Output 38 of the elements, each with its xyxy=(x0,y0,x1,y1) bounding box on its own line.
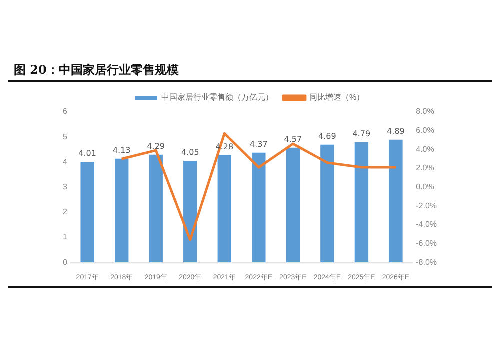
y2-tick-label: 6.0% xyxy=(416,126,434,136)
bar xyxy=(389,140,403,263)
y2-tick-label: 2.0% xyxy=(416,164,434,173)
data-label: 4.79 xyxy=(352,129,371,138)
bar xyxy=(114,158,129,263)
y-tick-label: 1 xyxy=(62,232,68,242)
bar xyxy=(354,142,369,263)
bar xyxy=(286,148,300,263)
data-label: 4.69 xyxy=(318,132,336,141)
y2-tick-label: 4.0% xyxy=(416,144,434,154)
y2-tick-label: -8.0% xyxy=(416,258,438,267)
bar xyxy=(149,154,163,263)
y-tick-label: 3 xyxy=(62,182,68,192)
data-label: 4.37 xyxy=(250,140,268,149)
bar xyxy=(218,155,232,263)
legend-label: 中国家居行业零售额（万亿元） xyxy=(161,93,274,102)
data-label: 4.05 xyxy=(181,148,200,158)
bar xyxy=(184,160,198,263)
data-label: 4.01 xyxy=(78,149,96,158)
legend-label: 同比增速（%） xyxy=(309,93,365,102)
y-tick-label: 6 xyxy=(62,107,68,116)
chart-title: 图 20：中国家居行业零售规模 xyxy=(14,62,179,79)
bar xyxy=(252,152,266,263)
bar xyxy=(320,144,334,263)
y2-tick-label: -2.0% xyxy=(416,201,438,210)
bar xyxy=(80,162,94,263)
data-label: 4.89 xyxy=(387,126,405,136)
y2-tick-label: -6.0% xyxy=(416,238,438,248)
data-label: 4.57 xyxy=(284,134,302,144)
y-tick-label: 5 xyxy=(62,132,68,142)
y2-tick-label: 0.0% xyxy=(416,182,434,192)
data-label: 4.13 xyxy=(112,146,131,156)
y2-tick-label: -4.0% xyxy=(416,220,438,230)
y-tick-label: 4 xyxy=(62,157,68,166)
y2-tick-label: 8.0% xyxy=(416,107,434,116)
y-tick-label: 2 xyxy=(62,208,68,217)
y-tick-label: 0 xyxy=(62,258,68,267)
data-label: 4.29 xyxy=(147,142,166,151)
